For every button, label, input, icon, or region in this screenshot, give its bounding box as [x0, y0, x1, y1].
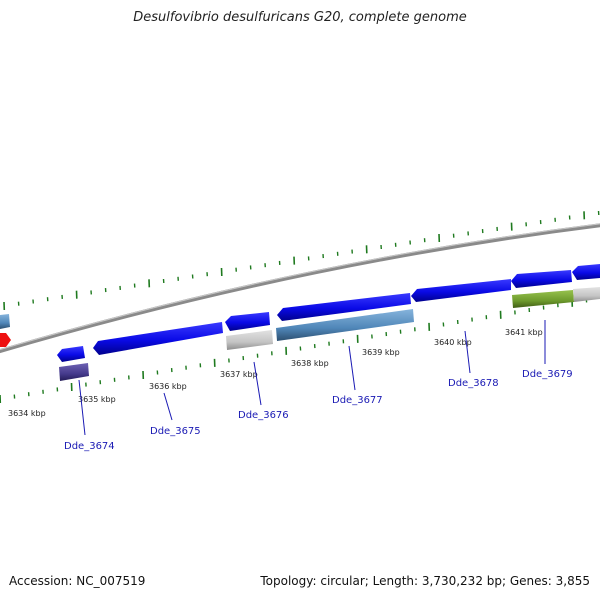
kbp-label-3637: 3637 kbp	[220, 370, 258, 379]
kbp-label-3640: 3640 kbp	[434, 338, 472, 347]
kbp-label-3636: 3636 kbp	[149, 382, 187, 391]
gene-arrow-forward-6[interactable]	[225, 312, 270, 331]
leader-dde-3676	[253, 361, 262, 406]
gene-label-dde-3678[interactable]: Dde_3678	[448, 378, 499, 389]
leader-dde-3675	[163, 392, 173, 421]
gene-labels: Dde_3674 Dde_3675 Dde_3676 Dde_3677 Dde_…	[64, 369, 573, 452]
gene-arrow-forward-3[interactable]	[511, 270, 572, 288]
genome-info-text: Topology: circular; Length: 3,730,232 bp…	[260, 574, 590, 588]
gene-label-dde-3679[interactable]: Dde_3679	[522, 369, 573, 380]
red-feature-marker[interactable]	[0, 333, 11, 347]
leader-dde-3677	[348, 345, 356, 391]
gene-block-grey-right[interactable]	[573, 287, 600, 302]
leader-dde-3678	[464, 330, 471, 374]
gene-arrow-forward-1[interactable]	[277, 293, 411, 321]
gene-block-purple-dde-3674[interactable]	[59, 363, 89, 381]
gene-arrow-forward-7[interactable]	[57, 346, 85, 362]
kbp-label-3641: 3641 kbp	[505, 328, 543, 337]
genome-backbone	[0, 223, 600, 354]
gene-arrow-forward-4[interactable]	[572, 264, 600, 280]
gene-block-steel-left[interactable]	[0, 314, 10, 329]
inner-tick-ring	[0, 296, 600, 404]
kbp-label-3638: 3638 kbp	[291, 359, 329, 368]
gene-label-dde-3674[interactable]: Dde_3674	[64, 441, 115, 452]
gene-arrow-forward-2[interactable]	[411, 279, 511, 302]
kbp-label-3634: 3634 kbp	[8, 409, 46, 418]
gene-label-leaders	[78, 320, 546, 436]
kbp-tick-labels: 3634 kbp 3635 kbp 3636 kbp 3637 kbp 3638…	[8, 328, 543, 418]
kbp-label-3639: 3639 kbp	[362, 348, 400, 357]
kbp-label-3635: 3635 kbp	[78, 395, 116, 404]
gene-label-dde-3676[interactable]: Dde_3676	[238, 410, 289, 421]
gene-block-olive-dde-3679[interactable]	[512, 290, 574, 308]
gene-label-dde-3677[interactable]: Dde_3677	[332, 395, 383, 406]
leader-dde-3674	[78, 379, 86, 436]
outer-tick-ring	[3, 210, 600, 311]
gene-block-grey-dde-3676[interactable]	[226, 330, 273, 350]
map-title: Desulfovibrio desulfuricans G20, complet…	[133, 10, 467, 25]
accession-text: Accession: NC_007519	[9, 574, 146, 588]
gene-block-steel-dde-3677[interactable]	[276, 309, 414, 341]
gene-label-dde-3675[interactable]: Dde_3675	[150, 426, 201, 437]
gene-arrow-forward-5[interactable]	[93, 322, 223, 355]
